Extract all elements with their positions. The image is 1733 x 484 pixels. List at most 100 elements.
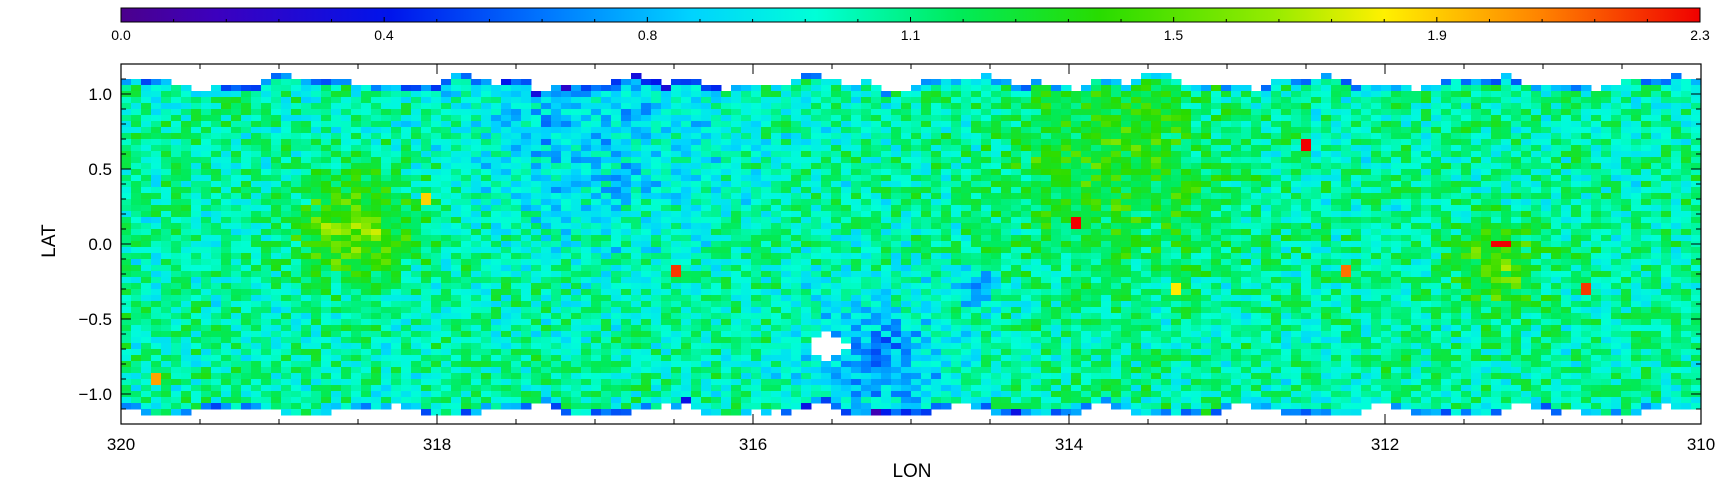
- heatmap-cell: [691, 301, 702, 308]
- heatmap-cell: [501, 235, 512, 242]
- heatmap-cell: [591, 259, 602, 266]
- heatmap-cell: [571, 169, 582, 176]
- heatmap-cell: [411, 295, 422, 302]
- heatmap-cell: [421, 211, 432, 218]
- heatmap-cell: [491, 265, 502, 272]
- heatmap-cell: [971, 115, 982, 122]
- heatmap-cell: [181, 397, 192, 404]
- heatmap-cell: [971, 235, 982, 242]
- heatmap-cell: [391, 211, 402, 218]
- heatmap-cell: [431, 133, 442, 140]
- heatmap-cell: [651, 391, 662, 398]
- heatmap-cell: [491, 247, 502, 254]
- heatmap-cell: [451, 97, 462, 104]
- heatmap-cell: [971, 307, 982, 314]
- heatmap-cell: [441, 331, 452, 338]
- heatmap-cell: [281, 247, 292, 254]
- heatmap-cell: [991, 79, 1002, 86]
- heatmap-cell: [731, 319, 742, 326]
- heatmap-cell: [381, 319, 392, 326]
- heatmap-cell: [991, 295, 1002, 302]
- heatmap-cell: [171, 343, 182, 350]
- heatmap-cell: [931, 397, 942, 404]
- heatmap-cell: [891, 133, 902, 140]
- heatmap-cell: [971, 91, 982, 98]
- heatmap-cell: [881, 217, 892, 224]
- heatmap-cell: [991, 403, 1002, 410]
- heatmap-cell: [311, 295, 322, 302]
- heatmap-cell: [511, 295, 522, 302]
- heatmap-cell: [921, 295, 932, 302]
- heatmap-cell: [481, 259, 492, 266]
- heatmap-cell: [421, 229, 432, 236]
- heatmap-cell: [601, 259, 612, 266]
- heatmap-cell: [901, 109, 912, 116]
- heatmap-cell: [301, 259, 312, 266]
- heatmap-cell: [331, 283, 342, 290]
- heatmap-cell: [511, 313, 522, 320]
- heatmap-cell: [741, 211, 752, 218]
- heatmap-cell: [161, 121, 172, 128]
- heatmap-cell: [871, 169, 882, 176]
- heatmap-cell: [251, 259, 262, 266]
- heatmap-cell: [651, 199, 662, 206]
- heatmap-cell: [741, 343, 752, 350]
- heatmap-cell: [131, 349, 142, 356]
- heatmap-cell: [641, 241, 652, 248]
- heatmap-cell: [671, 217, 682, 224]
- heatmap-cell: [731, 271, 742, 278]
- heatmap-cell: [711, 193, 722, 200]
- heatmap-cell: [471, 121, 482, 128]
- heatmap-cell: [981, 265, 992, 272]
- heatmap-cell: [391, 127, 402, 134]
- heatmap-cell: [911, 337, 922, 344]
- heatmap-cell: [261, 337, 272, 344]
- heatmap-cell: [381, 259, 392, 266]
- heatmap-cell: [301, 289, 312, 296]
- heatmap-cell: [371, 247, 382, 254]
- heatmap-cell: [661, 361, 672, 368]
- heatmap-cell: [581, 343, 592, 350]
- heatmap-cell: [251, 331, 262, 338]
- heatmap-cell: [381, 169, 392, 176]
- heatmap-cell: [961, 175, 972, 182]
- heatmap-cell: [201, 391, 212, 398]
- heatmap-cell: [621, 103, 632, 110]
- heatmap-cell: [991, 409, 1002, 416]
- heatmap-cell: [541, 265, 552, 272]
- heatmap-cell: [441, 211, 452, 218]
- heatmap-cell: [891, 103, 902, 110]
- heatmap-cell: [911, 211, 922, 218]
- heatmap-cell: [631, 343, 642, 350]
- heatmap-cell: [491, 163, 502, 170]
- heatmap-cell: [921, 139, 932, 146]
- heatmap-cell: [121, 199, 132, 206]
- heatmap-cell: [191, 313, 202, 320]
- heatmap-cell: [331, 313, 342, 320]
- heatmap-cell: [601, 229, 612, 236]
- heatmap-cell: [401, 247, 412, 254]
- heatmap-cell: [141, 199, 152, 206]
- heatmap-cell: [251, 373, 262, 380]
- heatmap-cell: [681, 289, 692, 296]
- heatmap-cell: [841, 163, 852, 170]
- heatmap-cell: [611, 121, 622, 128]
- heatmap-cell: [231, 349, 242, 356]
- heatmap-cell: [391, 247, 402, 254]
- heatmap-cell: [191, 337, 202, 344]
- heatmap-cell: [581, 229, 592, 236]
- heatmap-cell: [121, 85, 132, 92]
- heatmap-cell: [301, 211, 312, 218]
- heatmap-cell: [181, 127, 192, 134]
- heatmap-cell: [661, 373, 672, 380]
- heatmap-cell: [831, 259, 842, 266]
- heatmap-cell: [811, 331, 822, 338]
- heatmap-cell: [851, 181, 862, 188]
- heatmap-cell: [331, 229, 342, 236]
- heatmap-cell: [741, 187, 752, 194]
- heatmap-cell: [841, 229, 852, 236]
- heatmap-cell: [531, 307, 542, 314]
- heatmap-cell: [651, 349, 662, 356]
- heatmap-cell: [681, 355, 692, 362]
- heatmap-cell: [941, 277, 952, 284]
